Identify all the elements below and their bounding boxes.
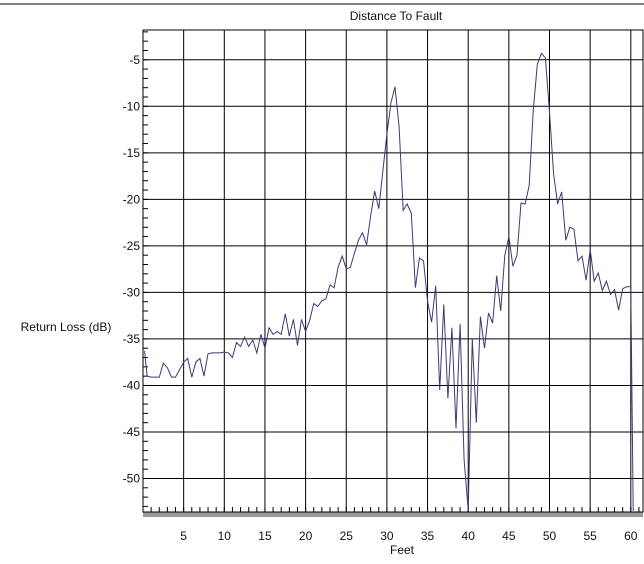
- chart-title: Distance To Fault: [350, 9, 443, 23]
- x-tick-label: 15: [258, 529, 272, 543]
- y-tick-label: -30: [123, 285, 141, 299]
- x-tick-label: 20: [299, 529, 313, 543]
- y-tick-label: -35: [123, 332, 141, 346]
- y-tick-label: -5: [129, 53, 140, 67]
- y-tick-label: -15: [123, 146, 141, 160]
- y-axis-label: Return Loss (dB): [21, 320, 112, 334]
- x-tick-label: 30: [380, 529, 394, 543]
- y-tick-label: -10: [123, 99, 141, 113]
- y-tick-label: -20: [123, 192, 141, 206]
- x-tick-label: 60: [624, 529, 638, 543]
- x-axis-band: [143, 512, 643, 517]
- y-tick-label: -50: [123, 472, 141, 486]
- x-tick-label: 35: [421, 529, 435, 543]
- x-tick-labels: 5 10 15 20 25 30 35 40 45 50 55 60: [180, 529, 637, 543]
- y-tick-label: -45: [123, 425, 141, 439]
- x-axis-label: Feet: [390, 543, 415, 557]
- x-tick-label: 5: [180, 529, 187, 543]
- grid: [143, 30, 643, 512]
- x-tick-label: 40: [462, 529, 476, 543]
- x-tick-label: 25: [340, 529, 354, 543]
- y-tick-label: -25: [123, 239, 141, 253]
- x-tick-label: 45: [502, 529, 516, 543]
- x-tick-label: 10: [218, 529, 232, 543]
- y-tick-label: -40: [123, 378, 141, 392]
- y-tick-labels: -5 -10 -15 -20 -25 -30 -35 -40 -45 -50: [123, 53, 141, 486]
- series-line: [144, 52, 635, 511]
- plot-frame: [142, 29, 644, 513]
- x-tick-label: 55: [583, 529, 597, 543]
- x-tick-label: 50: [543, 529, 557, 543]
